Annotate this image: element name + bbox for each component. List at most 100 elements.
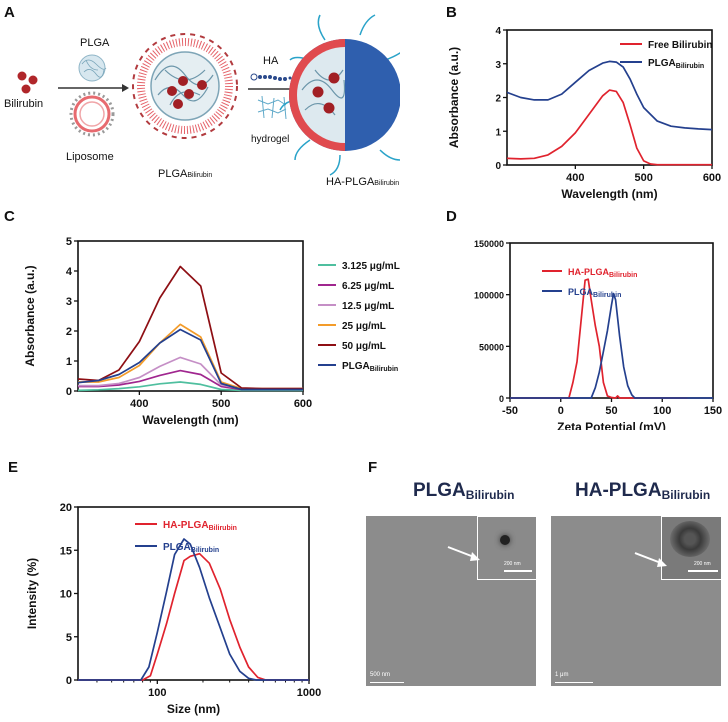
tem-right-title: HA-PLGABilirubin [575, 480, 710, 502]
series-line-plga-bilirubin [510, 292, 713, 399]
y-axis-label: Intensity (%) [25, 558, 39, 629]
series-line-plga-bilirubin [78, 328, 303, 391]
inset-scale-label: 200 nm [694, 561, 711, 567]
legend-label: PLGABilirubin [342, 361, 398, 373]
x-tick-label: 50 [605, 405, 617, 417]
plot-frame [77, 506, 310, 681]
bilirubin-label: Bilirubin [4, 98, 44, 110]
y-tick-label: 1 [495, 127, 501, 138]
legend-label: HA-PLGABilirubin [163, 520, 237, 532]
y-tick-label: 5 [66, 236, 72, 248]
x-tick-label: 100 [653, 405, 671, 417]
particle-closeup [500, 535, 510, 545]
legend-label: HA-PLGABilirubin [568, 267, 637, 279]
plga-bilirubin-label: PLGABilirubin [158, 168, 212, 180]
x-axis-label: Wavelength (nm) [561, 187, 657, 201]
arrow-icon [634, 552, 667, 567]
y-tick-label: 150000 [474, 239, 504, 249]
tem-left-title-main: PLGA [413, 480, 466, 501]
x-tick-label: 0 [558, 405, 564, 417]
y-tick-label: 4 [495, 26, 501, 37]
scale-bar [555, 682, 593, 683]
hydrogel-mesh-icon [257, 95, 287, 120]
plga-label: PLGA [80, 37, 110, 49]
y-tick-label: 0 [66, 386, 72, 398]
plga-sphere-icon [78, 54, 107, 82]
tem-right-title-sub: Bilirubin [661, 488, 711, 502]
ha-plga-bilirubin-label: HA-PLGABilirubin [326, 176, 399, 188]
y-tick-label: 2 [495, 94, 501, 105]
x-tick-label: -50 [502, 405, 518, 417]
legend-label-sub: Bilirubin [209, 525, 237, 532]
series-line-free-bilirubin [507, 89, 712, 166]
legend-label-sub: Bilirubin [191, 547, 219, 554]
y-tick-label: 3 [66, 296, 72, 308]
series-line-ha-plga-bilirubin [78, 552, 309, 681]
chart-c-absorbance-concentration: 0 1 2 3 4 5 400 500 600 Wavelength (nm) Absorbance… [23, 236, 400, 427]
legend-label-sub: Bilirubin [609, 272, 637, 279]
inset-scale-bar [688, 570, 718, 572]
legend-label: PLGABilirubin [163, 542, 219, 554]
legend-label: 25 μg/mL [342, 321, 386, 332]
plga-bilirubin-label-sub: Bilirubin [187, 172, 213, 179]
particle-closeup [670, 521, 710, 557]
panel-f-label: F [368, 459, 378, 476]
legend-label: 3.125 μg/mL [342, 261, 400, 272]
legend-label-sub: Bilirubin [593, 292, 621, 299]
tem-image-plga-bilirubin: 200 nm 500 nm [366, 516, 536, 686]
schematic-illustration [17, 14, 400, 176]
plga-bilirubin-particle-icon [132, 33, 238, 139]
ha-plga-bilirubin-particle-icon [279, 14, 400, 176]
y-tick-label: 1 [66, 356, 72, 368]
y-tick-label: 20 [60, 502, 72, 514]
x-tick-label: 400 [130, 398, 148, 410]
legend-label-sub: Bilirubin [370, 366, 398, 373]
ha-plga-bilirubin-label-main: HA-PLGA [326, 176, 375, 188]
x-tick-label: 500 [212, 398, 230, 410]
ha-plga-bilirubin-label-sub: Bilirubin [374, 180, 400, 187]
x-tick-label: 600 [703, 172, 721, 184]
tem-right-title-main: HA-PLGA [575, 480, 662, 501]
chart-e-size-distribution: 0 5 10 15 20 100 1000 Size (nm) Intensity (%) HA-… [25, 502, 321, 716]
ha-chain-icon [250, 73, 292, 81]
series-line-3-125-g-ml [78, 381, 303, 392]
hydrogel-label: hydrogel [251, 134, 290, 145]
tem-inset: 200 nm [477, 516, 536, 580]
panel-e-label: E [8, 459, 19, 476]
y-tick-label: 15 [60, 545, 72, 557]
series-line-50-g-ml [78, 265, 303, 390]
x-tick-label: 400 [566, 172, 584, 184]
liposome-label: Liposome [66, 151, 114, 163]
y-tick-label: 2 [66, 326, 72, 338]
inset-scale-label: 200 nm [504, 561, 521, 567]
x-axis-label: Size (nm) [167, 702, 220, 716]
tem-image-ha-plga-bilirubin: 200 nm 1 μm [551, 516, 721, 686]
plot-frame [77, 240, 304, 392]
series-line-plga-bilirubin [507, 60, 712, 131]
liposome-icon [69, 91, 115, 137]
x-tick-label: 500 [634, 172, 652, 184]
y-axis-label: Absorbance (a.u.) [447, 47, 461, 148]
scale-label: 500 nm [370, 672, 391, 678]
tem-left-title: PLGABilirubin [413, 480, 514, 502]
y-tick-label: 100000 [474, 291, 504, 301]
y-tick-label: 0 [495, 161, 501, 172]
y-tick-label: 4 [66, 266, 73, 278]
chart-b-absorbance: 0 1 2 3 4 400 500 600 Wavelength (nm) Absorbance … [447, 26, 721, 201]
scale-label: 1 μm [555, 672, 569, 678]
x-axis-label: Zeta Potential (mV) [557, 420, 666, 430]
y-tick-label: 50000 [479, 342, 504, 352]
legend-label: PLGABilirubin [568, 287, 621, 299]
panel-d-label: D [446, 208, 457, 225]
y-tick-label: 10 [60, 589, 72, 601]
y-axis-label: Absorbance (a.u.) [23, 265, 37, 366]
legend-label-sub: Bilirubin [676, 63, 704, 70]
x-tick-label: 1000 [297, 687, 321, 699]
x-axis-label: Wavelength (nm) [142, 413, 238, 427]
plga-bilirubin-label-main: PLGA [158, 168, 188, 180]
legend-label: PLGABilirubin [648, 58, 704, 70]
ha-label: HA [263, 55, 279, 67]
legend-label: 12.5 μg/mL [342, 301, 394, 312]
y-tick-label: 0 [499, 394, 504, 404]
